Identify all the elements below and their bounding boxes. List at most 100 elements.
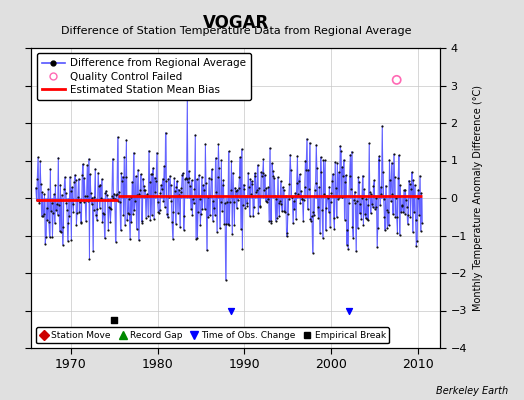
Point bbox=[231, 184, 239, 191]
Point bbox=[336, 143, 344, 149]
Point bbox=[73, 210, 81, 216]
Point bbox=[406, 181, 414, 187]
Point bbox=[43, 216, 51, 223]
Point bbox=[74, 194, 82, 200]
Point bbox=[192, 236, 200, 242]
Point bbox=[64, 220, 73, 226]
Point bbox=[351, 188, 359, 195]
Point bbox=[347, 186, 355, 192]
Point bbox=[359, 222, 367, 228]
Point bbox=[230, 222, 238, 228]
Text: Difference of Station Temperature Data from Regional Average: Difference of Station Temperature Data f… bbox=[61, 26, 411, 36]
Point bbox=[199, 182, 208, 188]
Y-axis label: Monthly Temperature Anomaly Difference (°C): Monthly Temperature Anomaly Difference (… bbox=[473, 85, 483, 311]
Point bbox=[165, 194, 173, 200]
Point bbox=[228, 231, 236, 237]
Point bbox=[127, 219, 136, 225]
Point bbox=[47, 208, 55, 214]
Point bbox=[104, 226, 113, 233]
Point bbox=[61, 174, 69, 180]
Point bbox=[148, 212, 156, 218]
Point bbox=[368, 204, 377, 210]
Point bbox=[216, 225, 224, 232]
Point bbox=[281, 193, 290, 199]
Point bbox=[110, 190, 118, 197]
Point bbox=[247, 178, 256, 184]
Point bbox=[305, 186, 313, 192]
Point bbox=[392, 214, 401, 221]
Point bbox=[358, 194, 366, 201]
Point bbox=[113, 190, 121, 197]
Point bbox=[262, 185, 270, 192]
Point bbox=[108, 156, 117, 162]
Point bbox=[210, 204, 219, 211]
Point bbox=[389, 211, 397, 218]
Point bbox=[93, 206, 102, 212]
Point bbox=[211, 155, 220, 161]
Point bbox=[110, 317, 118, 323]
Point bbox=[300, 197, 308, 204]
Point bbox=[69, 200, 77, 207]
Point bbox=[54, 154, 62, 161]
Point bbox=[119, 212, 128, 219]
Point bbox=[216, 199, 225, 206]
Point bbox=[381, 182, 390, 189]
Point bbox=[176, 224, 184, 230]
Point bbox=[219, 177, 227, 183]
Point bbox=[217, 157, 225, 164]
Point bbox=[224, 148, 233, 155]
Point bbox=[222, 277, 230, 283]
Point bbox=[154, 208, 162, 215]
Point bbox=[411, 182, 419, 188]
Point bbox=[52, 206, 60, 213]
Point bbox=[122, 174, 130, 180]
Point bbox=[227, 158, 236, 164]
Point bbox=[245, 184, 253, 191]
Point bbox=[117, 170, 125, 176]
Point bbox=[162, 178, 170, 184]
Point bbox=[108, 192, 116, 199]
Point bbox=[353, 225, 362, 231]
Point bbox=[137, 218, 146, 225]
Point bbox=[366, 210, 375, 216]
Point bbox=[203, 194, 212, 200]
Point bbox=[50, 191, 58, 198]
Point bbox=[250, 170, 259, 176]
Point bbox=[82, 193, 91, 199]
Point bbox=[204, 214, 212, 220]
Point bbox=[150, 216, 158, 222]
Point bbox=[149, 165, 157, 171]
Point bbox=[90, 194, 99, 200]
Point bbox=[45, 219, 53, 225]
Point bbox=[221, 200, 229, 206]
Point bbox=[277, 201, 286, 208]
Point bbox=[115, 188, 123, 195]
Point bbox=[360, 186, 368, 193]
Point bbox=[280, 208, 289, 214]
Point bbox=[237, 226, 245, 232]
Point bbox=[208, 166, 216, 172]
Point bbox=[88, 194, 96, 201]
Point bbox=[239, 181, 248, 188]
Point bbox=[375, 153, 384, 159]
Point bbox=[80, 175, 89, 182]
Point bbox=[70, 179, 79, 185]
Point bbox=[406, 214, 414, 220]
Point bbox=[95, 183, 103, 190]
Point bbox=[197, 210, 205, 217]
Point bbox=[99, 219, 107, 225]
Point bbox=[243, 202, 252, 209]
Point bbox=[279, 187, 288, 193]
Point bbox=[152, 150, 161, 156]
Point bbox=[355, 210, 364, 217]
Point bbox=[417, 228, 425, 234]
Point bbox=[91, 166, 100, 172]
Point bbox=[97, 176, 106, 182]
Point bbox=[46, 166, 54, 172]
Point bbox=[125, 211, 134, 217]
Point bbox=[102, 188, 110, 194]
Point bbox=[186, 183, 194, 189]
Point bbox=[361, 211, 369, 217]
Point bbox=[123, 217, 132, 224]
Point bbox=[315, 230, 324, 236]
